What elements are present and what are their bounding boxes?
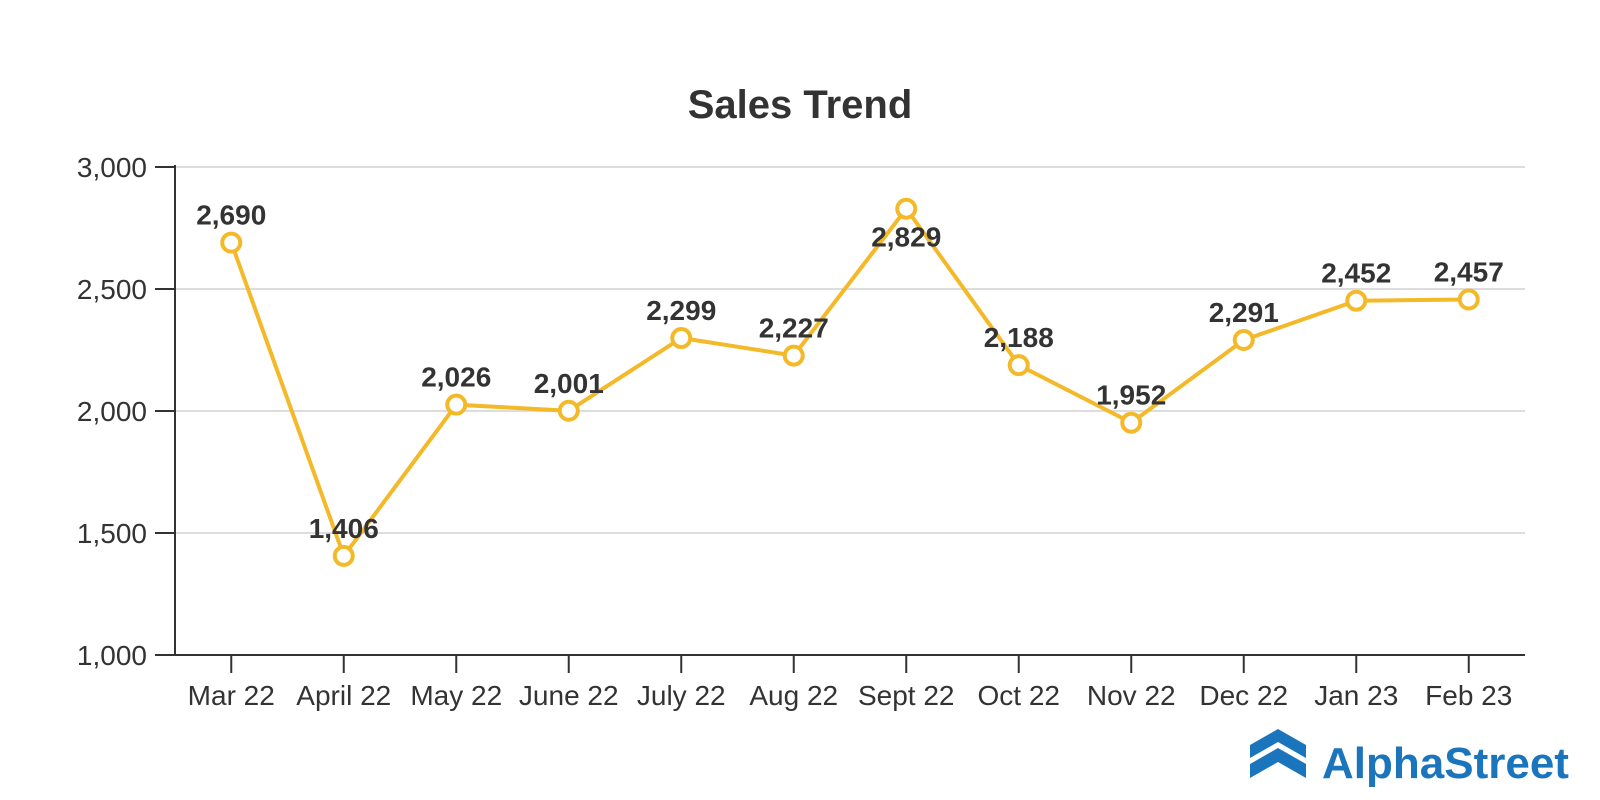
x-tick-label: Dec 22 (1199, 680, 1288, 711)
data-point (1120, 411, 1143, 434)
data-point (220, 231, 243, 254)
x-tick-label: Aug 22 (749, 680, 838, 711)
data-label: 2,227 (759, 313, 829, 344)
data-point (1007, 354, 1030, 377)
data-point (1457, 288, 1480, 311)
data-label: 2,457 (1434, 256, 1504, 287)
alphastreet-logo: AlphaStreet (1250, 729, 1569, 788)
data-label: 1,406 (309, 513, 379, 544)
data-label: 2,299 (646, 295, 716, 326)
x-tick-label: Oct 22 (978, 680, 1060, 711)
x-tick-label: Nov 22 (1087, 680, 1176, 711)
data-label: 2,452 (1321, 258, 1391, 289)
x-tick-label: Jan 23 (1314, 680, 1398, 711)
data-point (782, 344, 805, 367)
data-label: 2,026 (421, 362, 491, 393)
data-point (332, 544, 355, 567)
data-point (670, 327, 693, 350)
data-point (895, 197, 918, 220)
x-tick-label: June 22 (519, 680, 619, 711)
x-tick-label: Sept 22 (858, 680, 955, 711)
data-label: 2,291 (1209, 297, 1279, 328)
x-axis-ticks: Mar 22 April 22 May 22 June 22 July 22 Aug 22… (188, 655, 1512, 711)
x-tick-label: April 22 (296, 680, 391, 711)
x-tick-label: Mar 22 (188, 680, 275, 711)
data-label: 2,690 (196, 200, 266, 231)
data-point (1232, 328, 1255, 351)
data-label: 2,188 (984, 322, 1054, 353)
chart-title: Sales Trend (688, 83, 913, 127)
y-tick-label: 3,000 (77, 152, 147, 183)
x-tick-label: July 22 (637, 680, 726, 711)
data-labels: 2,690 1,406 2,026 2,001 2,299 2,227 2,829 2,188… (196, 200, 1504, 544)
x-tick-label: May 22 (410, 680, 502, 711)
x-tick-label: Feb 23 (1425, 680, 1512, 711)
y-tick-label: 1,500 (77, 518, 147, 549)
brand-name: AlphaStreet (1322, 739, 1569, 788)
alphastreet-logo-icon (1250, 729, 1306, 778)
series-line (229, 205, 1469, 561)
y-tick-label: 1,000 (77, 640, 147, 671)
data-label: 2,829 (871, 222, 941, 253)
grid-lines (175, 166, 1525, 534)
y-tick-label: 2,500 (77, 274, 147, 305)
data-point (1345, 289, 1368, 312)
data-point (557, 399, 580, 422)
data-point (445, 393, 468, 416)
y-tick-label: 2,000 (77, 396, 147, 427)
data-label: 1,952 (1096, 380, 1166, 411)
y-axis-ticks: 1,000 1,500 2,000 2,500 3,000 (77, 152, 175, 671)
data-label: 2,001 (534, 368, 604, 399)
data-points (220, 197, 1480, 567)
